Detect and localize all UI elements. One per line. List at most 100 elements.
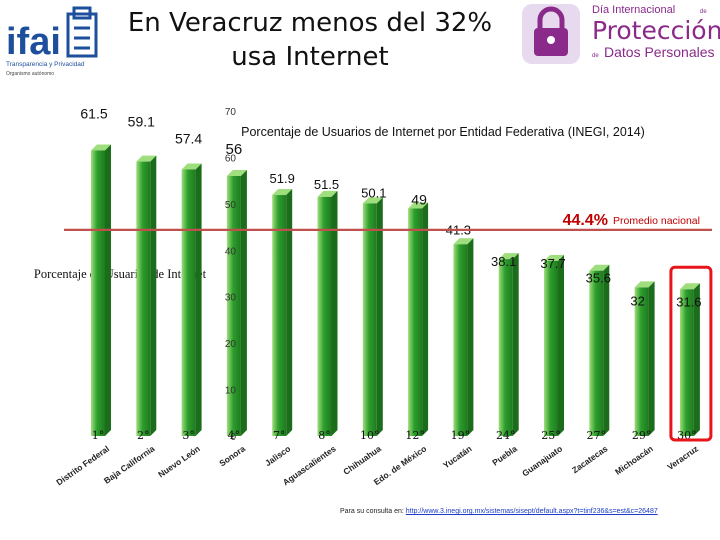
category-label: Chihuahua bbox=[341, 443, 383, 477]
rank-label: 25° bbox=[541, 429, 561, 442]
average-value-label: 44.4% bbox=[563, 212, 608, 229]
highlight-box bbox=[669, 265, 713, 442]
bar-side-face bbox=[693, 283, 700, 436]
bar-side-face bbox=[286, 189, 293, 436]
padlock-icon bbox=[534, 6, 568, 56]
bar-top-face bbox=[453, 238, 474, 245]
category-label: Nuevo León bbox=[156, 443, 202, 479]
rank-label: 4° bbox=[228, 429, 241, 442]
category-label: Jalisco bbox=[263, 443, 292, 468]
bar-side-face bbox=[648, 281, 655, 436]
bar-side-face bbox=[558, 254, 564, 436]
rank-label: 2° bbox=[137, 429, 150, 442]
bar bbox=[453, 244, 468, 436]
rank-label: 7° bbox=[273, 429, 286, 442]
bar-top-face bbox=[679, 283, 700, 290]
bar-top-face bbox=[226, 170, 247, 176]
rank-label: 1° bbox=[92, 429, 105, 442]
rank-label: 29° bbox=[632, 429, 652, 442]
logo-line4: de bbox=[592, 53, 599, 59]
y-tick-label: 50 bbox=[225, 200, 237, 211]
bar bbox=[589, 270, 604, 436]
bar bbox=[91, 150, 105, 436]
category-label: Sonora bbox=[217, 443, 247, 468]
bar-top-face bbox=[634, 281, 655, 288]
y-tick-label: 0 bbox=[230, 432, 236, 443]
source-link[interactable]: http://www.3.inegi.org.mx/sistemas/sisep… bbox=[405, 508, 658, 515]
bar-side-face bbox=[105, 144, 111, 436]
bar-value-label: 31.6 bbox=[676, 294, 701, 309]
logo-line1: Día Internacional bbox=[592, 4, 675, 16]
category-label: Yucatán bbox=[441, 443, 473, 470]
bar-side-face bbox=[240, 170, 247, 436]
category-label: Michoacán bbox=[613, 443, 655, 476]
bar-side-face bbox=[422, 202, 429, 436]
rank-label: 12° bbox=[405, 429, 425, 442]
bar-value-label: 51.5 bbox=[314, 177, 339, 192]
bar bbox=[634, 287, 649, 436]
bar-value-label: 59.1 bbox=[128, 114, 155, 130]
logo-line2: de bbox=[700, 9, 707, 15]
bar-side-face bbox=[331, 190, 338, 436]
bar-value-label: 38.1 bbox=[491, 254, 516, 269]
rank-label: 3° bbox=[182, 429, 195, 442]
bar-value-label: 61.5 bbox=[80, 105, 107, 121]
bar-top-face bbox=[589, 264, 610, 271]
average-caption: Promedio nacional bbox=[613, 215, 700, 227]
bar-value-label: 35.6 bbox=[586, 271, 611, 286]
bar-value-label: 49 bbox=[411, 192, 427, 208]
category-label: Zacatecas bbox=[570, 443, 610, 475]
ifai-logo-text: ifai bbox=[6, 21, 61, 63]
bar-value-label: 50.1 bbox=[361, 185, 386, 200]
category-label: Baja California bbox=[102, 443, 157, 485]
category-label: Guanajuato bbox=[520, 443, 564, 478]
bar-value-label: 37.7 bbox=[540, 256, 565, 271]
bar-side-face bbox=[512, 253, 519, 436]
bar-top-face bbox=[362, 197, 383, 204]
bar-top-face bbox=[272, 189, 293, 196]
y-tick-label: 70 bbox=[225, 107, 237, 118]
bar-value-label: 51.9 bbox=[270, 171, 295, 186]
bar bbox=[408, 208, 423, 436]
source-note: Para su consulta en: http://www.3.inegi.… bbox=[340, 508, 658, 515]
bar-top-face bbox=[181, 163, 202, 170]
bar bbox=[272, 195, 287, 436]
y-tick-label: 30 bbox=[225, 293, 237, 304]
ifai-caption: Transparencia y Privacidad bbox=[6, 61, 85, 68]
datos-personales-logo: Día Internacional de Protección de Datos… bbox=[522, 4, 720, 64]
bar-top-face bbox=[136, 155, 157, 162]
bar bbox=[226, 176, 241, 436]
bar-value-label: 32 bbox=[630, 293, 644, 308]
chart-title: Porcentaje de Usuarios de Internet por E… bbox=[241, 125, 645, 139]
bar-side-face bbox=[467, 238, 474, 436]
rank-label: 24° bbox=[496, 429, 516, 442]
bar-top-face bbox=[91, 144, 111, 151]
bar-top-face bbox=[408, 202, 429, 209]
category-label: Veracruz bbox=[665, 443, 700, 472]
y-axis-label: Porcentaje de Usuarios de Internet bbox=[34, 267, 207, 281]
bar-value-label: 57.4 bbox=[175, 131, 202, 147]
bar-value-label: 56 bbox=[226, 141, 243, 158]
bar bbox=[181, 169, 196, 436]
y-tick-label: 60 bbox=[225, 153, 237, 164]
logo-line5: Datos Personales bbox=[604, 44, 715, 60]
category-label: Distrito Federal bbox=[54, 443, 111, 487]
y-tick-label: 20 bbox=[225, 339, 237, 350]
logo-line3: Protección bbox=[592, 16, 720, 45]
rank-label: 10° bbox=[360, 429, 380, 442]
y-tick-label: 10 bbox=[225, 386, 237, 397]
bar bbox=[362, 203, 377, 436]
rank-label: 8° bbox=[318, 429, 331, 442]
bar bbox=[679, 289, 694, 436]
bar bbox=[498, 259, 513, 436]
bar bbox=[136, 161, 151, 436]
bar bbox=[544, 260, 558, 436]
bar-top-face bbox=[498, 253, 519, 260]
category-label: Puebla bbox=[490, 443, 519, 467]
ifai-subcaption: Organismo autónomo bbox=[6, 71, 54, 77]
source-prefix: Para su consulta en: bbox=[340, 508, 404, 515]
bar-side-face bbox=[376, 197, 383, 436]
bar bbox=[317, 196, 332, 436]
